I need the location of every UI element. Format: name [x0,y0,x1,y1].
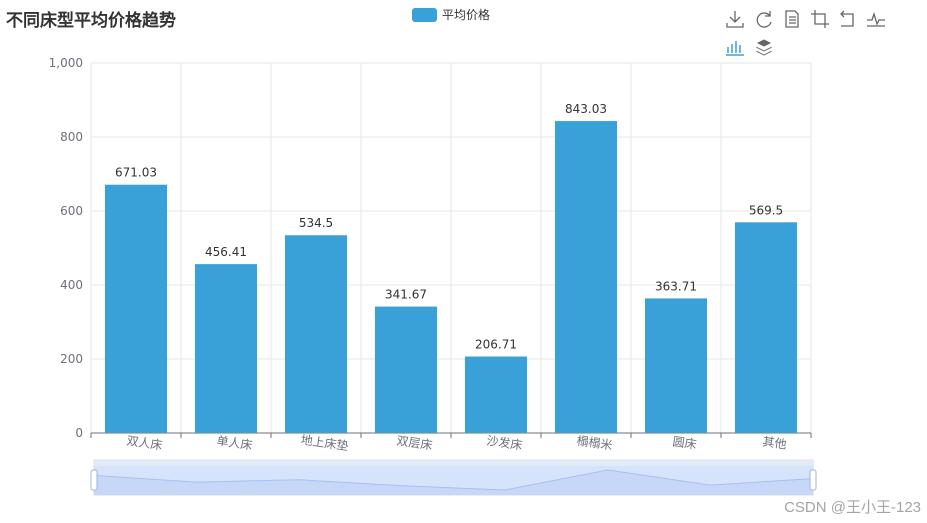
x-tick-label: 圆床 [672,434,698,451]
legend-label: 平均价格 [442,8,491,22]
legend-swatch [412,7,437,22]
datazoom-drag-bar [94,460,813,466]
bar [374,306,438,433]
data-label: 534.5 [299,216,333,230]
bar-switch-icon[interactable] [724,36,746,58]
datazoom-preview-line [93,469,814,491]
bar [284,235,348,433]
data-view-icon[interactable] [781,8,803,30]
datazoom-preview-area [94,470,813,495]
y-tick-label: 600 [60,204,83,218]
bar [104,184,168,433]
x-tick-label: 其他 [762,434,788,451]
data-label: 206.71 [475,338,517,352]
data-label: 341.67 [385,288,427,302]
datazoom-handle[interactable] [809,469,817,491]
bar [554,121,618,433]
download-icon[interactable] [724,8,746,30]
toolbox [724,8,904,60]
data-label: 569.5 [749,203,783,217]
data-label: 671.03 [115,166,157,180]
bar [194,264,258,433]
y-tick-label: 1,000 [49,56,83,70]
bar [464,356,528,433]
x-tick-label: 沙发床 [486,433,524,453]
restore-icon[interactable] [753,8,775,30]
stack-switch-icon[interactable] [753,36,775,58]
watermark: CSDN @王小王-123 [784,499,921,516]
y-tick-label: 200 [60,352,83,366]
x-tick-label: 双人床 [126,434,164,453]
x-tick-label: 双层床 [396,434,434,453]
line-switch-icon[interactable] [865,8,887,30]
y-tick-label: 400 [60,278,83,292]
zoom-icon[interactable] [809,8,831,30]
y-tick-label: 800 [60,130,83,144]
y-tick-label: 0 [75,426,83,440]
data-label: 843.03 [565,102,607,116]
x-tick-label: 榻榻米 [576,434,614,453]
data-label: 363.71 [655,279,697,293]
datazoom-handle[interactable] [90,469,98,491]
zoom-reset-icon[interactable] [837,8,859,30]
legend[interactable]: 平均价格 [412,6,490,23]
x-tick-label: 单人床 [216,434,254,453]
bar [734,222,798,433]
chart-title: 不同床型平均价格趋势 [6,11,176,31]
x-tick-label: 地上床垫 [300,432,350,454]
bar [644,298,708,433]
data-label: 456.41 [205,245,247,259]
